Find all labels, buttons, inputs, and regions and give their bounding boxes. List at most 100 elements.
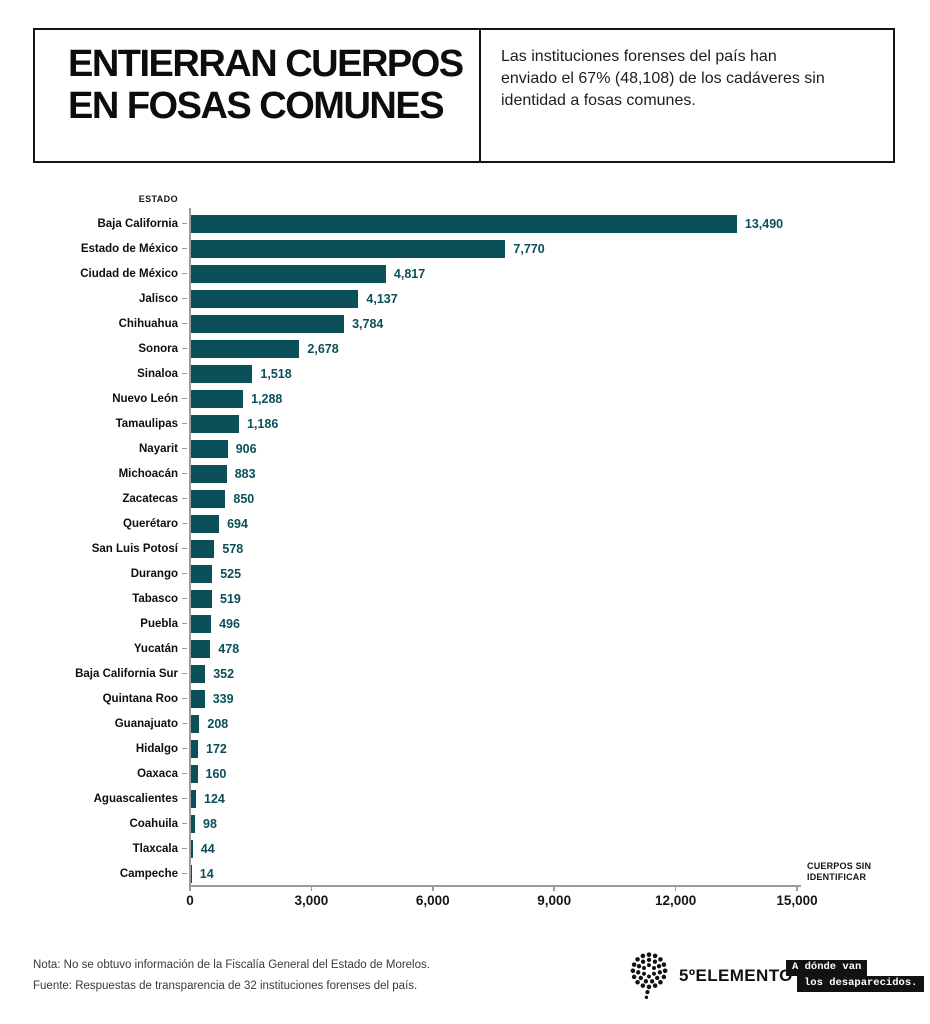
bar-row: Ciudad de México 4,817 — [0, 261, 930, 286]
state-label: Ciudad de México — [80, 267, 178, 280]
column-header-estado: ESTADO — [138, 194, 178, 204]
value-label: 4,817 — [393, 266, 426, 281]
value-label: 4,137 — [366, 291, 398, 306]
bar-group: 172 — [191, 739, 227, 758]
page-title-line2: EN FOSAS COMUNES — [68, 85, 445, 127]
value-label: 3,784 — [352, 316, 384, 331]
bar-row: Oaxaca 160 — [0, 761, 930, 786]
bar-group: 208 — [191, 714, 228, 733]
value-label: 98 — [203, 816, 217, 831]
bar-row: Guanajuato 208 — [0, 711, 930, 736]
bar-group: 578 — [191, 539, 244, 558]
y-tick-mark — [182, 397, 187, 400]
y-tick-mark — [182, 722, 187, 725]
bar — [191, 664, 206, 683]
bar — [191, 564, 213, 583]
bar-group: 3,784 — [191, 314, 384, 333]
bar-group: 98 — [191, 814, 217, 833]
bar-row: Tlaxcala 44 — [0, 836, 930, 861]
bar-group: 14 — [191, 864, 214, 883]
quinto-elemento-logo: 5ºELEMENTO — [626, 950, 793, 1002]
y-tick-mark — [182, 597, 187, 600]
bar-group: 519 — [191, 589, 241, 608]
state-label: Nayarit — [139, 442, 178, 455]
bar-row: Querétaro 694 — [0, 511, 930, 536]
bar-row: Jalisco 4,137 — [0, 286, 930, 311]
bar — [191, 264, 386, 283]
y-axis-line — [189, 208, 191, 886]
bar-row: Yucatán 478 — [0, 636, 930, 661]
value-label: 850 — [233, 491, 255, 506]
bar — [191, 389, 244, 408]
bar-row: Quintana Roo 339 — [0, 686, 930, 711]
y-tick-mark — [182, 347, 187, 350]
bar — [191, 864, 192, 883]
y-tick-mark — [182, 222, 187, 225]
bar-group: 525 — [191, 564, 241, 583]
x-axis-label: CUERPOS SIN IDENTIFICAR — [807, 861, 872, 882]
bar-row: Durango 525 — [0, 561, 930, 586]
title-cell: ENTIERRAN CUERPOS EN FOSAS COMUNES — [35, 30, 481, 161]
value-label: 160 — [205, 766, 227, 781]
x-tick-mark — [674, 885, 677, 891]
bar-row: Sinaloa 1,518 — [0, 361, 930, 386]
value-label: 1,518 — [260, 366, 292, 381]
value-label: 7,770 — [513, 241, 545, 256]
value-label: 578 — [222, 541, 244, 556]
bar-row: Sonora 2,678 — [0, 336, 930, 361]
value-label: 1,186 — [247, 416, 279, 431]
bar-group: 4,137 — [191, 289, 398, 308]
value-label: 519 — [220, 591, 241, 606]
bar-row: Campeche 14 — [0, 861, 930, 886]
y-tick-mark — [182, 747, 187, 750]
bar-row: Hidalgo 172 — [0, 736, 930, 761]
bar — [191, 214, 737, 233]
bar-group: 850 — [191, 489, 255, 508]
note-text: Nota: No se obtuvo información de la Fis… — [33, 959, 430, 971]
bar — [191, 714, 200, 733]
bar — [191, 439, 228, 458]
bar-row: Nuevo León 1,288 — [0, 386, 930, 411]
bar — [191, 589, 212, 608]
state-label: Nuevo León — [112, 392, 178, 405]
bar — [191, 789, 196, 808]
x-tick-label: 12,000 — [654, 893, 697, 908]
bar-row: Baja California Sur 352 — [0, 661, 930, 686]
bar-group: 13,490 — [191, 214, 784, 233]
bar-group: 339 — [191, 689, 234, 708]
bar — [191, 289, 359, 308]
bar — [191, 364, 253, 383]
y-tick-mark — [182, 622, 187, 625]
y-tick-mark — [182, 322, 187, 325]
value-label: 13,490 — [744, 216, 784, 231]
state-label: Tlaxcala — [132, 842, 178, 855]
bar — [191, 314, 345, 333]
bar — [191, 764, 198, 783]
state-label: Puebla — [140, 617, 178, 630]
bar-group: 1,288 — [191, 389, 282, 408]
y-tick-mark — [182, 372, 187, 375]
bar-group: 7,770 — [191, 239, 545, 258]
bar-row: Zacatecas 850 — [0, 486, 930, 511]
state-label: Sinaloa — [137, 367, 178, 380]
adondevan-logo-line1: A dónde van — [786, 960, 868, 976]
bar — [191, 489, 226, 508]
y-tick-mark — [182, 797, 187, 800]
bar-group: 478 — [191, 639, 239, 658]
header: ENTIERRAN CUERPOS EN FOSAS COMUNES Las i… — [33, 28, 895, 163]
y-tick-mark — [182, 872, 187, 875]
bar-row: Puebla 496 — [0, 611, 930, 636]
state-label: Yucatán — [133, 642, 178, 655]
bar-row: Estado de México 7,770 — [0, 236, 930, 261]
y-tick-mark — [182, 497, 187, 500]
subtitle: Las instituciones forenses del país han … — [501, 48, 825, 109]
state-label: Hidalgo — [135, 742, 178, 755]
state-label: Michoacán — [118, 467, 178, 480]
x-axis-line — [190, 885, 801, 887]
x-tick-mark — [189, 885, 191, 891]
y-tick-mark — [182, 572, 187, 575]
value-label: 694 — [227, 516, 248, 531]
footnotes: Nota: No se obtuvo información de la Fis… — [33, 955, 430, 997]
bar-group: 2,678 — [191, 339, 339, 358]
